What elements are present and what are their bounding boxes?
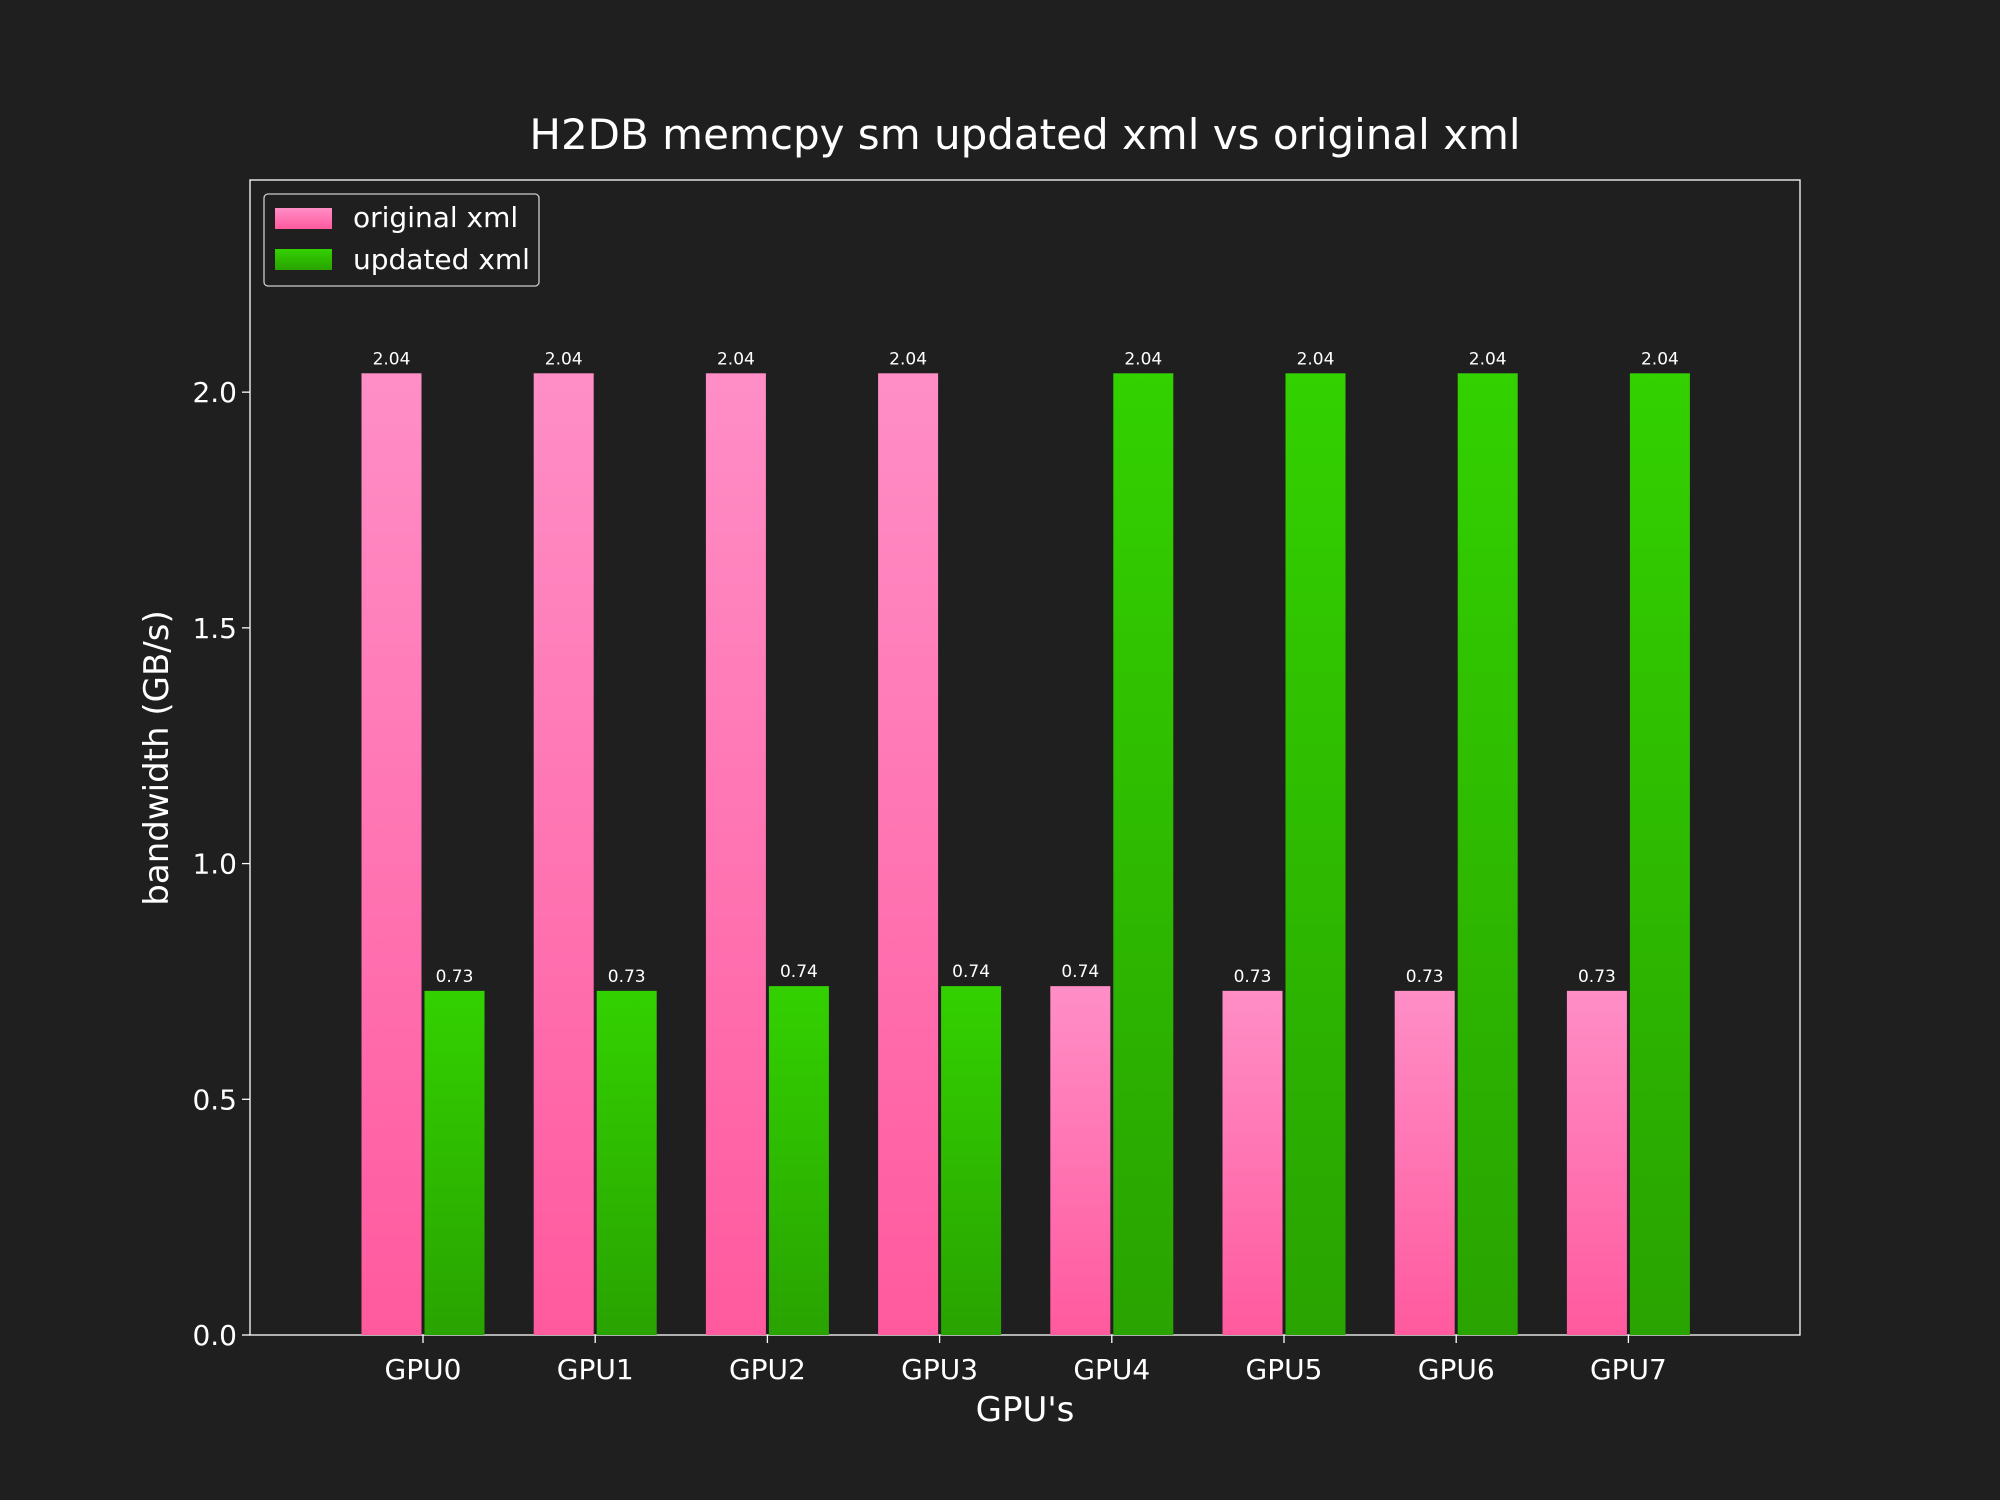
x-tick-label: GPU6 [1418, 1353, 1495, 1386]
x-tick-label: GPU7 [1590, 1353, 1667, 1386]
bar-value-label: 0.73 [436, 967, 474, 987]
bar-value-label: 2.04 [1641, 349, 1679, 369]
bar-value-label: 2.04 [1469, 349, 1507, 369]
bar-value-label: 2.04 [717, 349, 755, 369]
bars [361, 373, 1690, 1335]
bar-value-label: 2.04 [1297, 349, 1335, 369]
y-tick-label: 1.0 [192, 848, 237, 881]
y-tick-label: 0.0 [192, 1319, 237, 1352]
y-axis-label: bandwidth (GB/s) [137, 610, 177, 905]
bar-original-xml [533, 373, 594, 1335]
bar-value-label: 0.74 [780, 962, 818, 982]
bar-updated-xml [1457, 373, 1518, 1335]
bar-updated-xml [941, 986, 1002, 1335]
bar-value-label: 0.74 [1061, 962, 1099, 982]
plot-area [249, 179, 1801, 1336]
x-tick-label: GPU0 [385, 1353, 462, 1386]
bar-value-label: 0.73 [1234, 967, 1272, 987]
bar-value-label: 2.04 [373, 349, 411, 369]
bar-updated-xml [424, 990, 485, 1335]
bar-value-label: 2.04 [889, 349, 927, 369]
x-tick-label: GPU3 [901, 1353, 978, 1386]
y-tick-label: 0.5 [192, 1083, 237, 1116]
bar-value-label: 0.74 [952, 962, 990, 982]
x-axis-label: GPU's [976, 1390, 1075, 1430]
bar-labels: 2.04 0.73 2.04 0.73 2.04 0.74 2.04 0.74 0.74 2.04… [373, 349, 1679, 987]
bar-updated-xml [1629, 373, 1690, 1335]
bar-original-xml [878, 373, 939, 1335]
x-tick-label: GPU4 [1073, 1353, 1150, 1386]
legend-box [263, 193, 540, 287]
bar-original-xml [1222, 990, 1283, 1335]
legend-label-updated: updated xml [353, 243, 530, 276]
bar-value-label: 2.04 [545, 349, 583, 369]
bar-updated-xml [596, 990, 657, 1335]
x-tick-label: GPU2 [729, 1353, 806, 1386]
bar-value-label: 2.04 [1124, 349, 1162, 369]
legend-swatch-updated [275, 249, 332, 270]
bar-value-label: 0.73 [608, 967, 646, 987]
bar-original-xml [705, 373, 766, 1335]
bar-original-xml [1566, 990, 1627, 1335]
x-axis: GPU0 GPU1 GPU2 GPU3 GPU4 GPU5 GPU6 GPU7 [385, 1335, 1667, 1386]
bar-updated-xml [1285, 373, 1346, 1335]
bar-original-xml [1050, 986, 1111, 1335]
y-tick-label: 1.5 [192, 612, 237, 645]
x-tick-label: GPU5 [1246, 1353, 1323, 1386]
y-tick-label: 2.0 [192, 376, 237, 409]
legend-label-original: original xml [353, 201, 518, 234]
bar-updated-xml [1113, 373, 1174, 1335]
bar-original-xml [361, 373, 422, 1335]
legend-swatch-original [275, 208, 332, 229]
chart-title: H2DB memcpy sm updated xml vs original x… [529, 110, 1520, 159]
bar-original-xml [1394, 990, 1455, 1335]
bar-value-label: 0.73 [1406, 967, 1444, 987]
x-tick-label: GPU1 [557, 1353, 634, 1386]
bar-updated-xml [768, 986, 829, 1335]
legend: original xml updated xml [263, 193, 540, 287]
y-axis: 0.0 0.5 1.0 1.5 2.0 [192, 376, 250, 1352]
bar-value-label: 0.73 [1578, 967, 1616, 987]
